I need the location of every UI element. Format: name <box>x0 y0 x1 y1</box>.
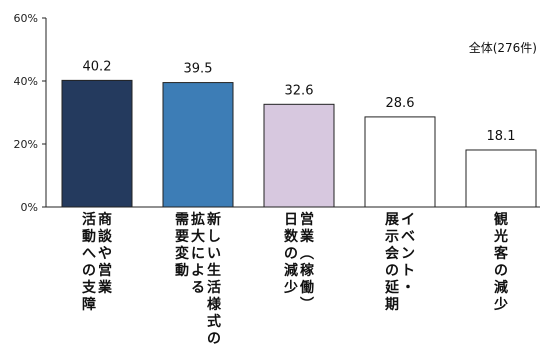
y-tick-label: 40% <box>14 75 38 88</box>
category-label-char: 式 <box>207 313 221 330</box>
category-label-char: 活 <box>207 279 221 296</box>
category-label-char: イ <box>401 212 415 228</box>
category-label-char: 変 <box>175 245 189 262</box>
category-label-char: の <box>82 263 96 279</box>
data-label: 32.6 <box>285 83 314 98</box>
y-tick-label: 60% <box>14 12 38 25</box>
category-label-char: の <box>207 331 221 347</box>
bars: 40.2 39.5 32.6 28.6 18.1 <box>61 59 537 208</box>
category-label-char: 日 <box>284 212 298 228</box>
category-label-char: 需 <box>175 211 189 228</box>
category-label-char: 活 <box>82 211 96 228</box>
category-label-char: 動 <box>175 262 189 279</box>
bar <box>61 79 133 208</box>
category-label-char: 展 <box>385 212 399 228</box>
category-label-char: 減 <box>284 262 298 279</box>
category-label-char: 光 <box>493 228 508 245</box>
category-label-char: 新 <box>207 211 221 228</box>
total-count-note: 全体(276件) <box>469 40 537 55</box>
category-label-char: 稼 <box>300 262 314 279</box>
category-label-char: や <box>98 246 112 262</box>
category-label-char: の <box>284 246 298 262</box>
category-label-char: い <box>207 246 221 262</box>
category-label-char: 要 <box>175 229 189 245</box>
category-label-char: ・ <box>401 280 415 296</box>
category-label-char: 談 <box>98 228 113 245</box>
data-label: 18.1 <box>487 129 516 144</box>
category-label-char: 少 <box>283 279 298 296</box>
category-label-char: 障 <box>82 296 96 313</box>
category-label-char: 商 <box>98 211 112 228</box>
category-label-char: し <box>207 229 221 245</box>
category-label-char: 業 <box>97 279 113 296</box>
bar <box>263 103 335 208</box>
category-label-char: の <box>385 263 399 279</box>
category-label-char: 働 <box>299 279 314 296</box>
bar <box>364 116 436 208</box>
category-label-char: よ <box>191 263 205 279</box>
category-label-char: 様 <box>207 296 222 313</box>
y-tick-label: 20% <box>14 138 38 151</box>
bar <box>465 149 537 208</box>
category-label-char: 営 <box>300 211 314 228</box>
category-label-char: 延 <box>384 279 400 296</box>
category-label-char: ︶ <box>299 296 314 313</box>
category-label-char: 営 <box>98 262 112 279</box>
category-label-char: 業 <box>299 228 315 245</box>
category-label-char: 拡 <box>191 211 205 228</box>
category-label-char: の <box>494 263 508 279</box>
category-labels: 商談や営業活動への支障新しい生活様式の拡大による需要変動営業︵稼働︶日数の減少イ… <box>81 211 509 347</box>
data-label: 28.6 <box>386 96 415 111</box>
y-tick-label: 0% <box>21 201 38 214</box>
category-label-char: ン <box>401 246 415 262</box>
bar <box>162 82 234 208</box>
category-label-char: へ <box>82 246 96 262</box>
category-label-char: ︵ <box>299 246 314 262</box>
data-label: 39.5 <box>184 62 213 77</box>
category-label-char: ト <box>401 263 415 279</box>
category-label-char: 少 <box>493 296 508 313</box>
category-label-char: 数 <box>284 228 299 245</box>
category-label-char: 会 <box>385 245 400 262</box>
category-label-char: 生 <box>207 262 221 279</box>
category-label-char: に <box>191 246 205 262</box>
category-label-char: 期 <box>385 297 399 313</box>
category-label-char: る <box>191 280 205 296</box>
category-label-char: 支 <box>81 279 97 296</box>
category-label-char: ベ <box>401 229 415 245</box>
category-label-char: 客 <box>493 245 509 262</box>
data-label: 40.2 <box>83 59 112 74</box>
category-label-char: 動 <box>82 228 96 245</box>
category-label-char: 観 <box>494 211 508 228</box>
category-label-char: 減 <box>494 279 508 296</box>
category-label-char: 大 <box>191 228 205 245</box>
category-label-char: 示 <box>385 229 399 245</box>
